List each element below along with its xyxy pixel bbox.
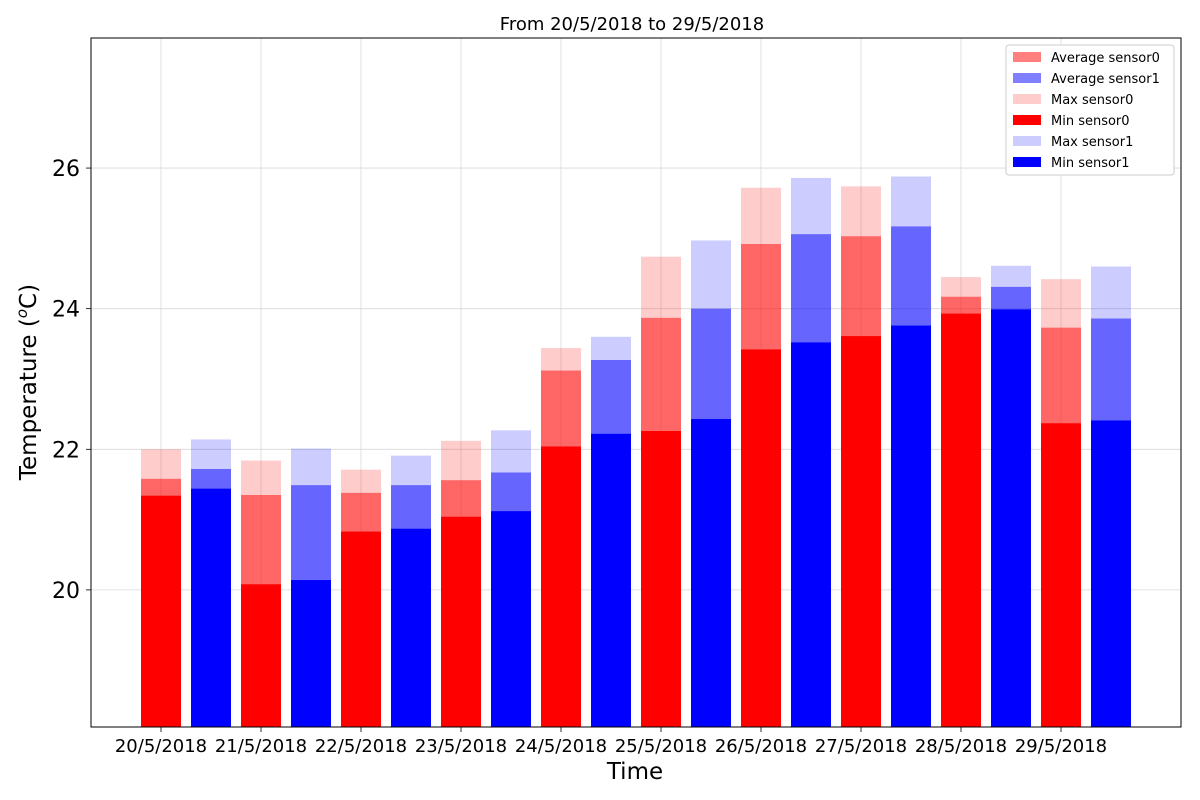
- legend: Average sensor0 Average sensor1 Max sensor…: [1005, 44, 1175, 176]
- legend-label: Average sensor1: [1051, 72, 1160, 87]
- legend-box: [1005, 44, 1175, 176]
- bar-min-sensor1: [991, 309, 1031, 727]
- bar-min-sensor0: [241, 584, 281, 727]
- x-tick-label: 28/5/2018: [915, 736, 1007, 757]
- bar-min-sensor1: [891, 325, 931, 727]
- bar-min-sensor0: [141, 495, 181, 727]
- bar-min-sensor0: [441, 516, 481, 727]
- legend-label: Max sensor0: [1051, 93, 1133, 108]
- bar-min-sensor0: [941, 313, 981, 727]
- y-tick-label: 20: [52, 579, 80, 604]
- legend-label: Min sensor0: [1051, 114, 1130, 129]
- y-tick-label: 24: [52, 298, 80, 323]
- x-tick-label: 26/5/2018: [715, 736, 807, 757]
- bar-min-sensor0: [541, 446, 581, 727]
- x-tick-label: 24/5/2018: [515, 736, 607, 757]
- bar-min-sensor1: [1091, 420, 1131, 727]
- bar-min-sensor1: [691, 419, 731, 727]
- x-tick-label: 22/5/2018: [315, 736, 407, 757]
- x-tick-label: 27/5/2018: [815, 736, 907, 757]
- y-axis-label-unit: C): [16, 284, 42, 309]
- bar-min-sensor1: [591, 433, 631, 727]
- legend-swatch: [1013, 136, 1041, 146]
- bar-min-sensor1: [391, 528, 431, 727]
- y-ticks: 20 22 24 26: [52, 157, 91, 604]
- legend-label: Average sensor0: [1051, 51, 1160, 66]
- bar-min-sensor0: [841, 336, 881, 727]
- y-axis-label: Temperature (oC): [13, 284, 42, 481]
- plot-frame: [90, 37, 1182, 728]
- bar-min-sensor1: [191, 488, 231, 727]
- legend-label: Max sensor1: [1051, 135, 1133, 150]
- bar-min-sensor0: [341, 531, 381, 727]
- x-tick-label: 25/5/2018: [615, 736, 707, 757]
- y-tick-label: 26: [52, 157, 80, 182]
- x-ticks: 20/5/2018 21/5/2018 22/5/2018 23/5/2018 24/5…: [115, 727, 1107, 757]
- legend-swatch: [1013, 73, 1041, 83]
- legend-swatch: [1013, 115, 1041, 125]
- bar-min-sensor0: [741, 349, 781, 727]
- x-tick-label: 29/5/2018: [1015, 736, 1107, 757]
- x-axis-label: Time: [606, 759, 663, 785]
- legend-label: Min sensor1: [1051, 156, 1130, 171]
- bar-min-sensor1: [491, 511, 531, 727]
- bar-min-sensor1: [791, 342, 831, 727]
- bars: [141, 176, 1131, 728]
- bar-min-sensor0: [641, 431, 681, 727]
- bar-min-sensor1: [291, 580, 331, 727]
- y-axis-label-main: Temperature (: [16, 318, 42, 481]
- legend-swatch: [1013, 94, 1041, 104]
- y-tick-label: 22: [52, 438, 80, 463]
- x-tick-label: 20/5/2018: [115, 736, 207, 757]
- legend-swatch: [1013, 157, 1041, 167]
- legend-swatch: [1013, 52, 1041, 62]
- chart-title: From 20/5/2018 to 29/5/2018: [500, 14, 764, 35]
- x-tick-label: 21/5/2018: [215, 736, 307, 757]
- y-axis-label-superscript: o: [13, 309, 31, 318]
- x-tick-label: 23/5/2018: [415, 736, 507, 757]
- bar-min-sensor0: [1041, 423, 1081, 727]
